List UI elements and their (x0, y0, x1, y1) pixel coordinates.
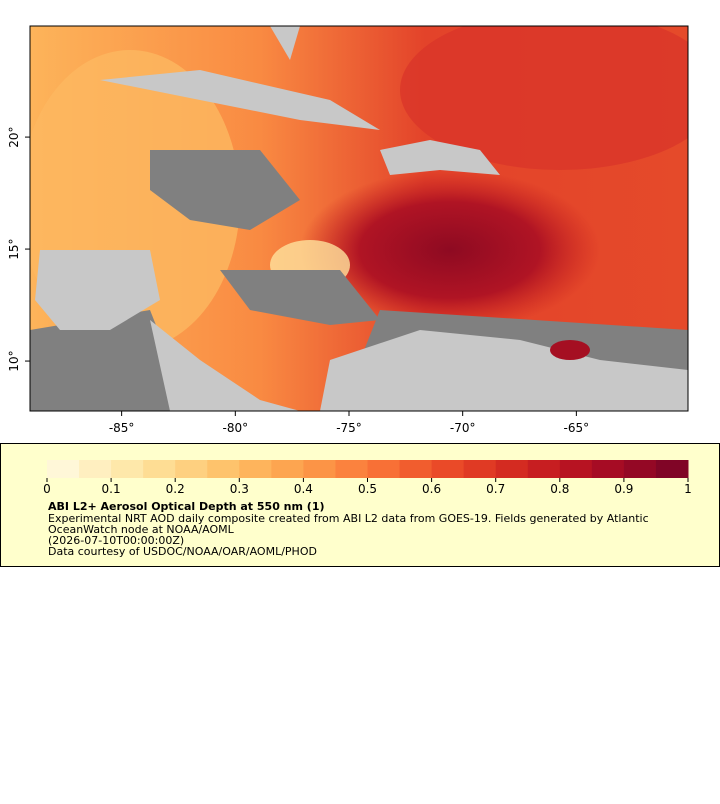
map-axes: -85° -80° -75° -70° -65° 20° 15° 10° (7, 126, 589, 435)
colorbar-tick-label: 1 (684, 482, 692, 496)
x-tick-label: -75° (336, 421, 362, 435)
colorbar-tick-label: 0.3 (230, 482, 249, 496)
colorbar: 0 0.1 0.2 0.3 0.4 0.5 0.6 0.7 0.8 0.9 1 (43, 460, 692, 496)
colorbar-tick-label: 0.7 (486, 482, 505, 496)
colorbar-swatch (143, 460, 176, 478)
colorbar-swatch (559, 460, 593, 478)
colorbar-tick-label: 0.6 (422, 482, 441, 496)
y-tick-label: 15° (7, 238, 21, 259)
legend-line: Data courtesy of USDOC/NOAA/OAR/AOML/PHO… (48, 545, 317, 558)
legend-title: ABI L2+ Aerosol Optical Depth at 550 nm … (48, 500, 325, 513)
colorbar-swatch (335, 460, 368, 478)
colorbar-swatch (463, 460, 497, 478)
colorbar-tick-label: 0.1 (102, 482, 121, 496)
colorbar-swatch (111, 460, 144, 478)
x-tick-label: -85° (109, 421, 135, 435)
colorbar-swatch (207, 460, 240, 478)
colorbar-swatch (79, 460, 112, 478)
colorbar-tick-label: 0 (43, 482, 51, 496)
colorbar-swatch (239, 460, 272, 478)
legend-line: OceanWatch node at NOAA/AOML (48, 523, 235, 536)
colorbar-tick-label: 0.2 (166, 482, 185, 496)
x-tick-label: -80° (223, 421, 249, 435)
colorbar-tick-label: 0.8 (550, 482, 569, 496)
colorbar-swatch (527, 460, 561, 478)
legend-line: (2026-07-10T00:00:00Z) (48, 534, 184, 547)
map-frame (29, 25, 689, 412)
colorbar-swatch (495, 460, 529, 478)
map-image (30, 26, 688, 411)
colorbar-swatch (47, 460, 80, 478)
colorbar-swatch (367, 460, 401, 478)
colorbar-swatch (175, 460, 208, 478)
y-tick-label: 20° (7, 126, 21, 147)
colorbar-swatch (431, 460, 465, 478)
colorbar-swatch (271, 460, 304, 478)
x-tick-label: -65° (564, 421, 590, 435)
colorbar-swatch (655, 460, 689, 478)
legend-line: Experimental NRT AOD daily composite cre… (48, 512, 649, 525)
colorbar-swatch (399, 460, 433, 478)
colorbar-tick-label: 0.5 (358, 482, 377, 496)
y-tick-label: 10° (7, 350, 21, 371)
colorbar-swatch (623, 460, 657, 478)
colorbar-swatch (303, 460, 336, 478)
colorbar-tick-label: 0.4 (294, 482, 313, 496)
colorbar-swatch (591, 460, 625, 478)
x-tick-label: -70° (450, 421, 476, 435)
colorbar-tick-label: 0.9 (614, 482, 633, 496)
